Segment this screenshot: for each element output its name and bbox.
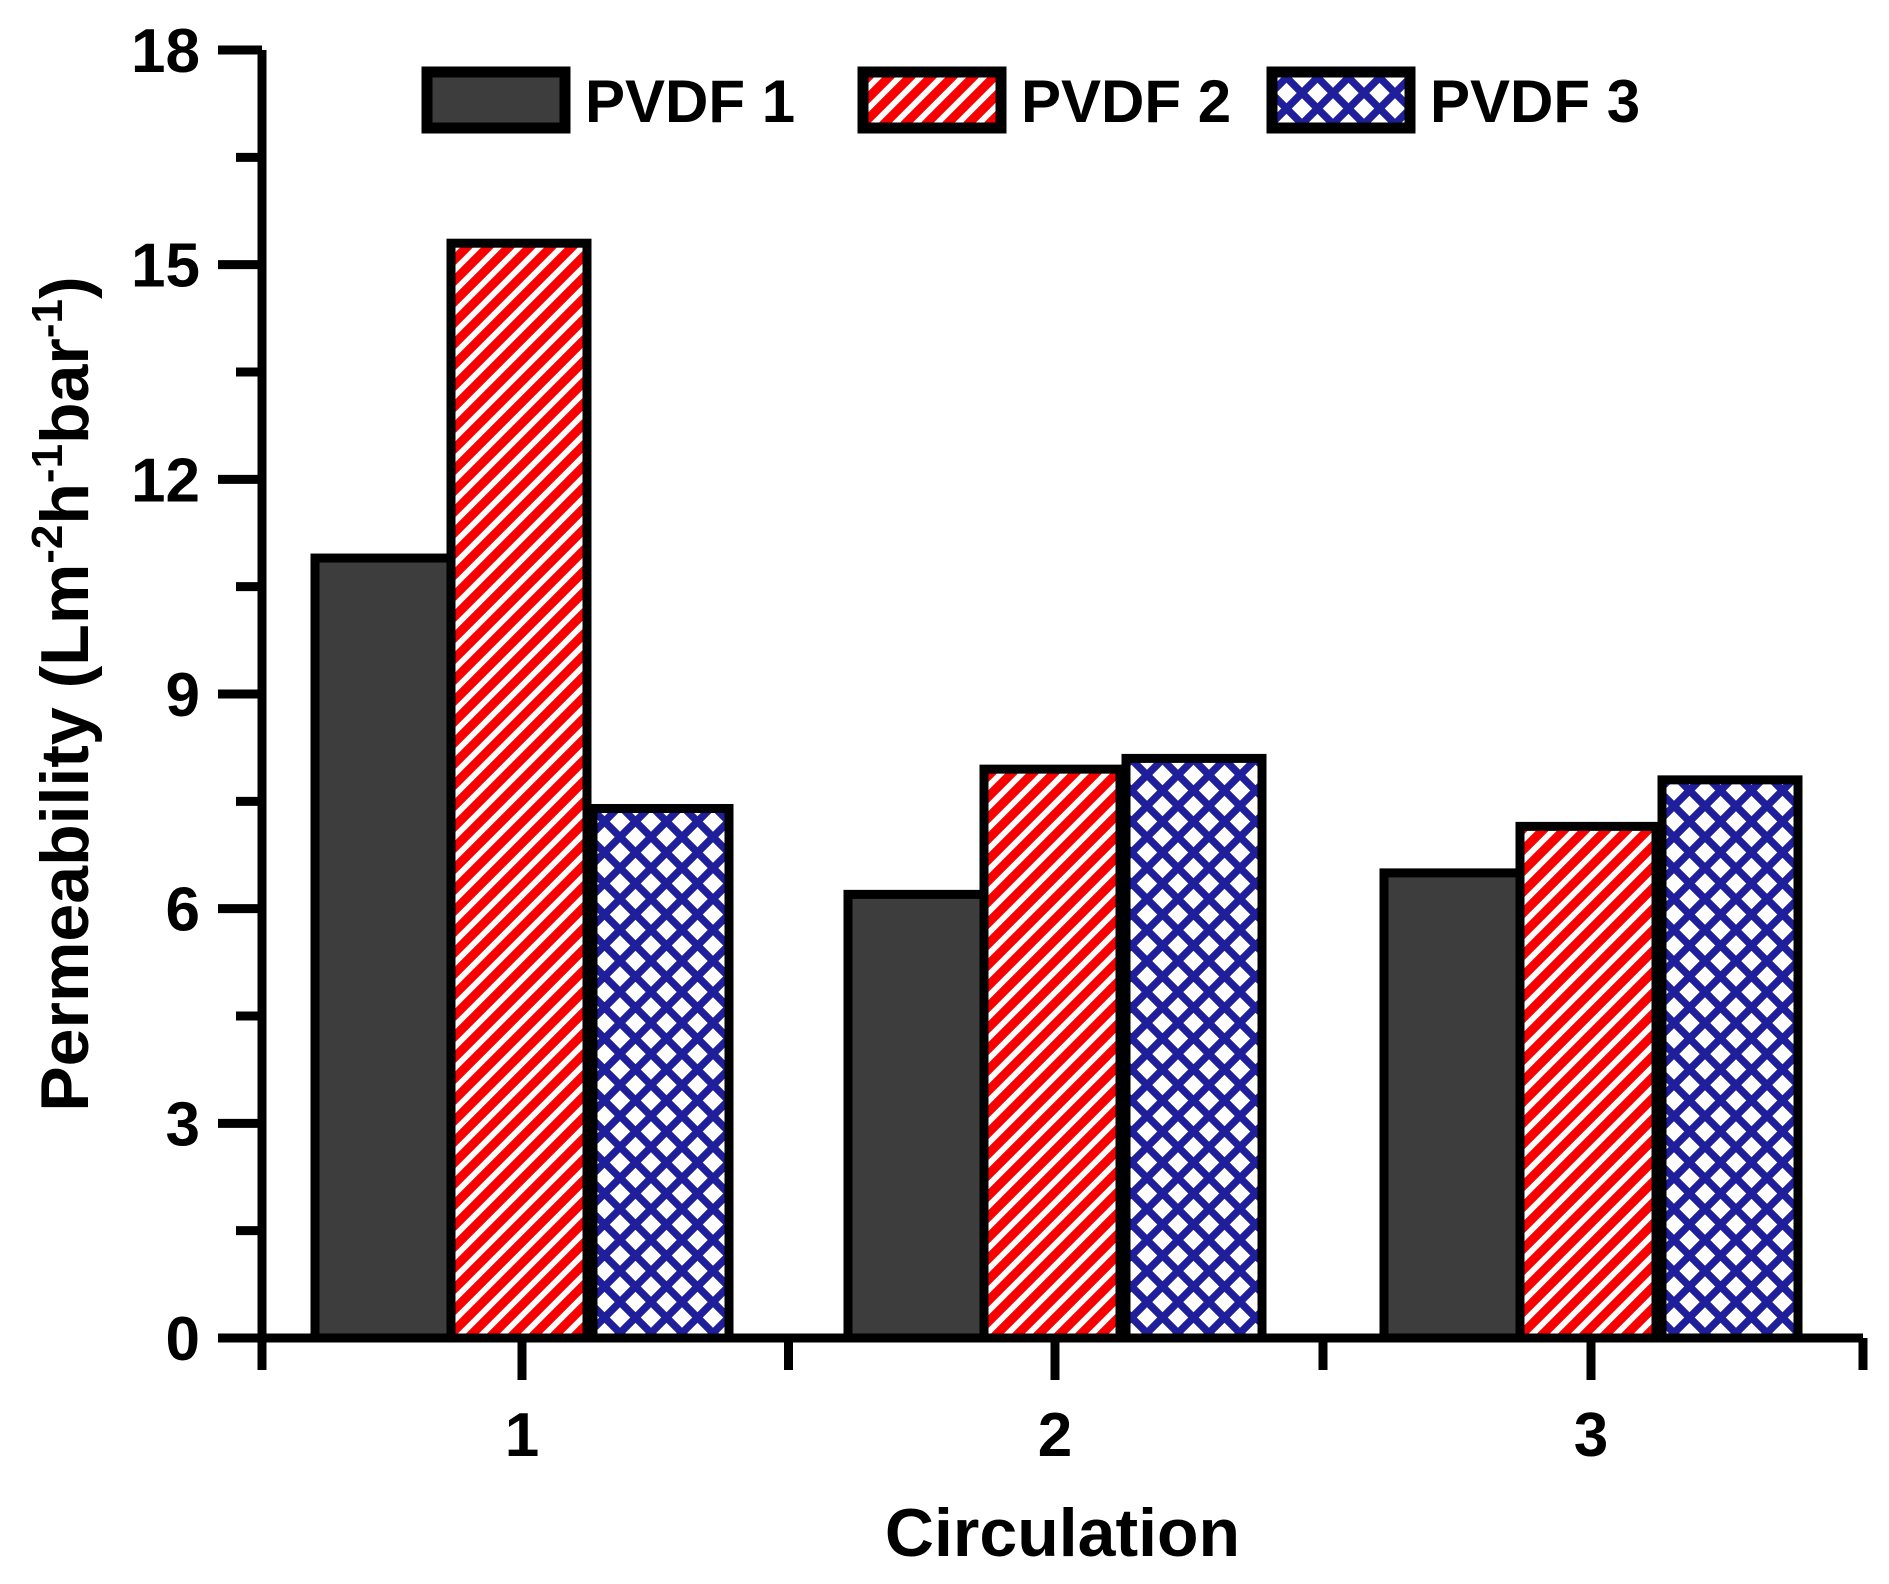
legend-label-pvdf3: PVDF 3 (1430, 68, 1640, 135)
y-tick-label: 0 (166, 1305, 200, 1374)
bar-pvdf2-group3 (1515, 821, 1661, 1343)
legend-label-pvdf2: PVDF 2 (1021, 68, 1231, 135)
bar-pvdf1-group2 (843, 889, 989, 1343)
y-tick-label: 9 (166, 661, 200, 730)
y-axis-title-segment: h (27, 483, 103, 525)
y-tick-label: 18 (131, 17, 200, 86)
bar-pvdf1-group1 (310, 553, 456, 1343)
y-axis-title-segment: ) (27, 276, 103, 299)
bar-pvdf3-group1 (588, 803, 734, 1343)
legend-swatch-pvdf2 (857, 66, 1007, 134)
x-tick-label: 1 (505, 1401, 539, 1470)
y-axis-title: Permeability (Lm-2h-1bar-1) (23, 276, 103, 1111)
y-tick-label: 12 (131, 446, 200, 515)
y-axis-title-segment: -1 (23, 299, 72, 338)
bar-pvdf2-group2 (979, 764, 1125, 1343)
y-axis-title-segment: -2 (23, 525, 72, 564)
bar-pvdf3-group2 (1121, 753, 1267, 1343)
x-tick-label: 3 (1574, 1401, 1608, 1470)
x-tick-label: 2 (1038, 1401, 1072, 1470)
y-axis-title-segment: Permeability (Lm (27, 564, 103, 1112)
y-tick-label: 6 (166, 876, 200, 945)
legend-swatch-pvdf1 (421, 66, 571, 134)
y-tick-label: 3 (166, 1090, 200, 1159)
y-axis-title-segment: bar (27, 338, 103, 444)
bar-pvdf2-group1 (446, 238, 592, 1343)
bar-pvdf1-group3 (1379, 868, 1525, 1343)
bar-pvdf3-group3 (1657, 775, 1803, 1343)
x-axis-title: Circulation (885, 1495, 1240, 1571)
legend-label-pvdf1: PVDF 1 (585, 68, 795, 135)
legend-swatch-pvdf3 (1266, 66, 1416, 134)
y-tick-label: 15 (131, 232, 200, 301)
y-axis-title-segment: -1 (23, 444, 72, 483)
